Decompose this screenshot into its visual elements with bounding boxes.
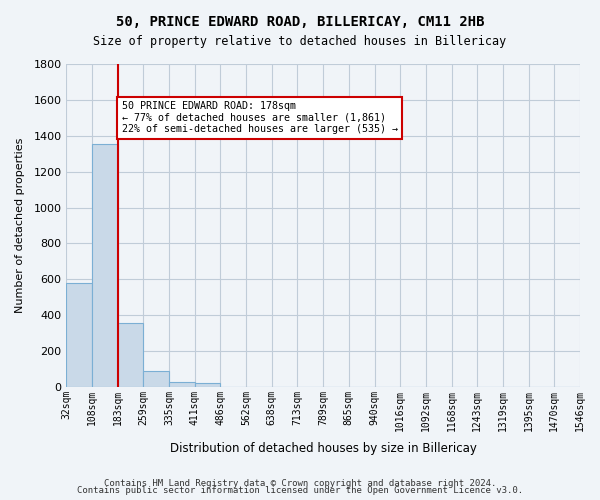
Bar — [143, 371, 169, 387]
X-axis label: Distribution of detached houses by size in Billericay: Distribution of detached houses by size … — [170, 442, 476, 455]
Bar — [169, 382, 195, 387]
Text: Contains public sector information licensed under the Open Government Licence v3: Contains public sector information licen… — [77, 486, 523, 495]
Bar — [118, 324, 143, 387]
Text: 50, PRINCE EDWARD ROAD, BILLERICAY, CM11 2HB: 50, PRINCE EDWARD ROAD, BILLERICAY, CM11… — [116, 15, 484, 29]
Text: Size of property relative to detached houses in Billericay: Size of property relative to detached ho… — [94, 35, 506, 48]
Bar — [195, 384, 220, 387]
Bar — [67, 283, 92, 387]
Bar — [92, 144, 118, 387]
Y-axis label: Number of detached properties: Number of detached properties — [15, 138, 25, 313]
Text: 50 PRINCE EDWARD ROAD: 178sqm
← 77% of detached houses are smaller (1,861)
22% o: 50 PRINCE EDWARD ROAD: 178sqm ← 77% of d… — [122, 101, 398, 134]
Text: Contains HM Land Registry data © Crown copyright and database right 2024.: Contains HM Land Registry data © Crown c… — [104, 478, 496, 488]
